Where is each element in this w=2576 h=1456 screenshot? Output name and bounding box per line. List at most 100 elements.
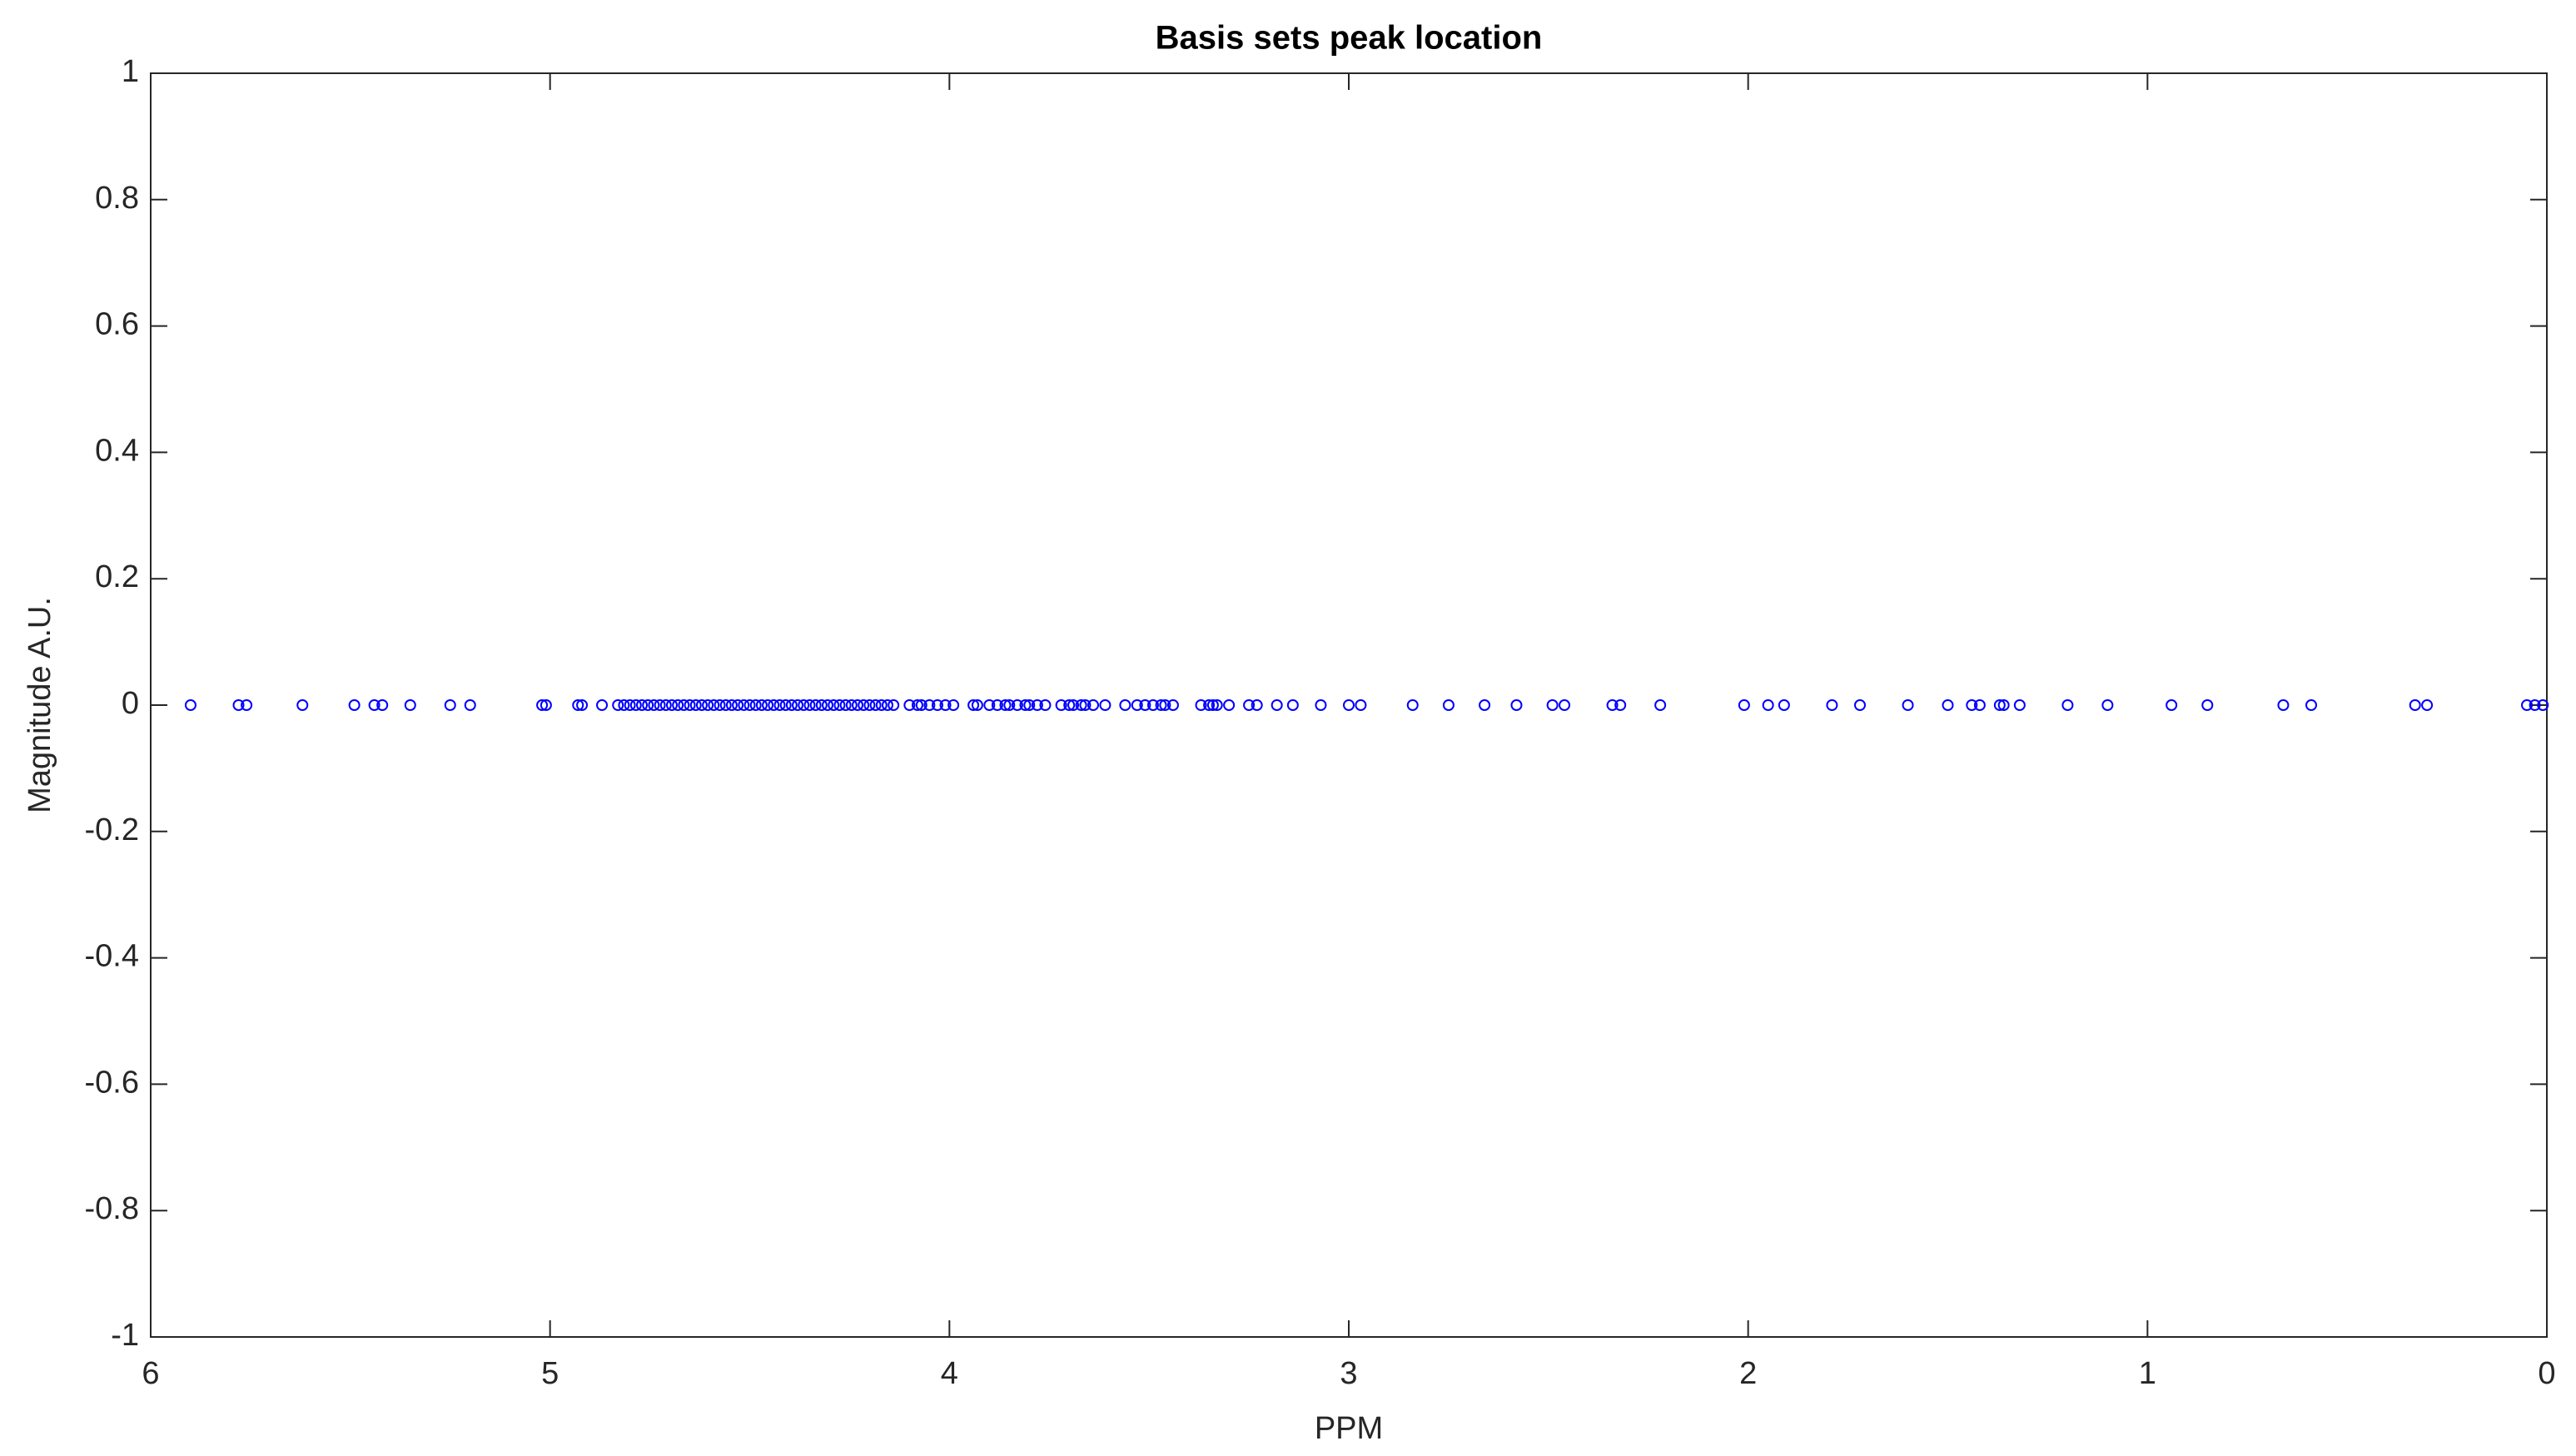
point: [1286, 699, 1299, 711]
point: [1087, 699, 1100, 711]
point: [2166, 699, 2178, 711]
point: [798, 699, 810, 711]
y-tick-label: -0.2: [85, 812, 139, 847]
y-tick-label: 0.8: [95, 181, 139, 216]
point: [1099, 699, 1111, 711]
point: [1119, 699, 1131, 711]
point: [702, 699, 714, 711]
point: [809, 699, 822, 711]
point: [939, 699, 952, 711]
y-tick-label: 0.4: [95, 433, 139, 468]
point: [2277, 699, 2290, 711]
point: [1067, 699, 1080, 711]
y-tick-label: -1: [111, 1318, 139, 1353]
point: [1075, 699, 1087, 711]
point: [749, 699, 762, 711]
point: [1559, 699, 1571, 711]
point: [983, 699, 996, 711]
point: [1606, 699, 1619, 711]
point: [1942, 699, 1954, 711]
point: [858, 699, 870, 711]
point: [743, 699, 756, 711]
point: [1479, 699, 1491, 711]
point: [368, 699, 380, 711]
point: [1997, 699, 2010, 711]
point: [572, 699, 584, 711]
point: [1993, 699, 2006, 711]
point: [1079, 699, 1092, 711]
point: [1510, 699, 1523, 711]
point: [1203, 699, 1216, 711]
point: [1442, 699, 1455, 711]
x-axis-label: PPM: [1315, 1411, 1383, 1446]
point: [2013, 699, 2026, 711]
point: [1039, 699, 1052, 711]
y-tick-label: 0.6: [95, 307, 139, 342]
point: [1406, 699, 1419, 711]
x-tick-label: 3: [1340, 1356, 1357, 1391]
x-tick-label: 6: [142, 1356, 159, 1391]
point: [444, 699, 456, 711]
point: [967, 699, 980, 711]
point: [2061, 699, 2074, 711]
point: [672, 699, 684, 711]
point: [947, 699, 960, 711]
point: [1966, 699, 1978, 711]
point: [815, 699, 828, 711]
point: [536, 699, 549, 711]
point: [714, 699, 726, 711]
point: [1011, 699, 1023, 711]
x-tick-label: 0: [2538, 1356, 2555, 1391]
point: [1853, 699, 1866, 711]
point: [1271, 699, 1283, 711]
point: [1195, 699, 1207, 711]
y-axis-label: Magnitude A.U.: [22, 597, 57, 813]
point: [232, 699, 245, 711]
point: [376, 699, 389, 711]
y-tick-label: 0.2: [95, 559, 139, 594]
point: [184, 699, 196, 711]
point: [971, 699, 983, 711]
y-tick-label: -0.6: [85, 1065, 139, 1100]
point: [1654, 699, 1667, 711]
point: [719, 699, 732, 711]
point: [2521, 699, 2534, 711]
point: [852, 699, 864, 711]
point: [803, 699, 816, 711]
point: [684, 699, 696, 711]
point: [1139, 699, 1151, 711]
point: [2529, 699, 2541, 711]
point: [624, 699, 636, 711]
point: [1146, 699, 1159, 711]
point: [654, 699, 666, 711]
point: [1159, 699, 1171, 711]
point: [822, 699, 834, 711]
point: [464, 699, 476, 711]
point: [1023, 699, 1036, 711]
point: [845, 699, 858, 711]
point: [1131, 699, 1143, 711]
point: [1343, 699, 1355, 711]
point: [875, 699, 888, 711]
point: [863, 699, 876, 711]
point: [1973, 699, 1986, 711]
point: [1355, 699, 1367, 711]
point: [404, 699, 416, 711]
point: [762, 699, 774, 711]
point: [1762, 699, 1774, 711]
point: [2101, 699, 2114, 711]
point: [1003, 699, 1016, 711]
point: [785, 699, 798, 711]
y-tick-label: 0: [122, 686, 139, 721]
point: [773, 699, 786, 711]
y-tick-label: 1: [122, 54, 139, 89]
x-tick-label: 4: [941, 1356, 958, 1391]
point: [1546, 699, 1559, 711]
point: [999, 699, 1012, 711]
point: [1155, 699, 1167, 711]
point: [1614, 699, 1627, 711]
point: [2421, 699, 2434, 711]
